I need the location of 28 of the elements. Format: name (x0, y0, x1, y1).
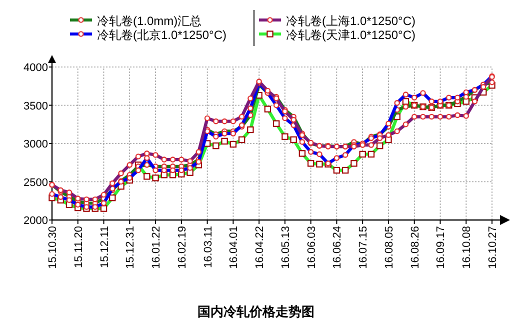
x-tick-label: 16.04.22 (254, 226, 266, 269)
y-tick-label: 2000 (24, 215, 48, 227)
x-tick-label: 16.05.13 (280, 226, 292, 269)
x-tick-label: 16.07.15 (358, 226, 370, 269)
x-tick-label: 15.12.11 (98, 226, 111, 268)
y-tick-label: 3500 (24, 100, 48, 112)
x-tick-label: 16.03.11 (202, 226, 214, 268)
y-tick-label: 3000 (24, 138, 48, 150)
x-tick-label: 16.08.05 (383, 226, 396, 269)
legend-label: 冷轧卷(1.0mm)汇总 (97, 14, 202, 28)
x-tick-label: 16.06.24 (332, 226, 344, 269)
x-tick-label: 16.06.03 (306, 226, 318, 269)
y-tick-label: 4000 (24, 62, 48, 74)
x-tick-label: 15.11.20 (72, 226, 85, 268)
x-tick-label: 16.02.19 (176, 226, 188, 269)
x-tick-label: 16.04.01 (228, 226, 240, 269)
x-tick-label: 16.01.22 (150, 226, 163, 269)
x-tick-label: 15.12.31 (124, 226, 137, 269)
y-tick-label: 2500 (24, 176, 48, 189)
text: 国内冷轧价格走势图 (198, 304, 314, 319)
x-tick-label: 16.09.17 (435, 226, 448, 269)
legend-label: 冷轧卷(天津1.0*1250°C) (286, 28, 416, 42)
legend-label: 冷轧卷(上海1.0*1250°C) (286, 14, 416, 28)
x-tick-label: 16.10.27 (487, 226, 499, 269)
legend-label: 冷轧卷(北京1.0*1250°C) (97, 28, 227, 42)
x-tick-label: 15.10.30 (47, 226, 59, 269)
x-tick-label: 16.10.08 (461, 226, 474, 269)
x-tick-label: 16.08.26 (409, 226, 422, 269)
